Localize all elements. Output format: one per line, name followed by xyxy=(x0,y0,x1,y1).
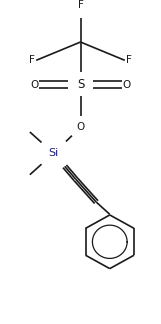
Text: F: F xyxy=(29,55,35,65)
Text: O: O xyxy=(122,80,131,90)
Text: O: O xyxy=(30,80,39,90)
Text: Si: Si xyxy=(48,148,59,158)
Text: F: F xyxy=(126,55,132,65)
Text: O: O xyxy=(76,122,85,133)
Text: F: F xyxy=(78,0,83,10)
Text: S: S xyxy=(77,78,84,91)
